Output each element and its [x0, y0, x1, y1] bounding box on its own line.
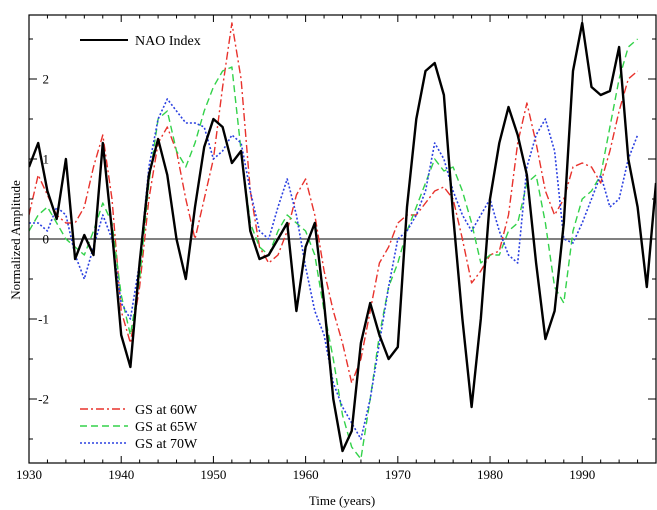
legend-top: NAO Index — [80, 34, 201, 49]
y-tick-label: 1 — [43, 152, 50, 167]
y-tick-label: -1 — [38, 312, 49, 327]
legend-label-gs-at-65w: GS at 65W — [135, 420, 198, 435]
legend-label-gs-at-70w: GS at 70W — [135, 437, 198, 452]
x-tick-label: 1960 — [293, 467, 319, 482]
series-line-nao-index — [29, 21, 656, 453]
series-line-gs-at-70w — [29, 98, 639, 440]
series-group — [29, 21, 656, 460]
legend-bottom: GS at 60W GS at 65W GS at 70W — [80, 403, 198, 452]
y-tick-label: 2 — [43, 72, 50, 87]
ticks-group: 1930 1940 1950 1960 1970 1980 1990 -2 -1 0 1 2 — [16, 15, 657, 482]
legend-label-nao-index: NAO Index — [135, 34, 201, 49]
x-tick-label: 1930 — [16, 467, 42, 482]
x-tick-label: 1980 — [477, 467, 503, 482]
y-tick-label: 0 — [43, 232, 50, 247]
y-tick-label: -2 — [38, 392, 49, 407]
x-tick-label: 1990 — [569, 467, 595, 482]
legend-label-gs-at-60w: GS at 60W — [135, 403, 198, 418]
x-tick-label: 1940 — [108, 467, 134, 482]
x-tick-label: 1950 — [200, 467, 226, 482]
y-axis-label: Normalized Amplitude — [8, 180, 23, 300]
x-axis-label: Time (years) — [309, 493, 375, 508]
x-tick-label: 1970 — [385, 467, 411, 482]
series-line-gs-at-65w — [29, 38, 639, 460]
